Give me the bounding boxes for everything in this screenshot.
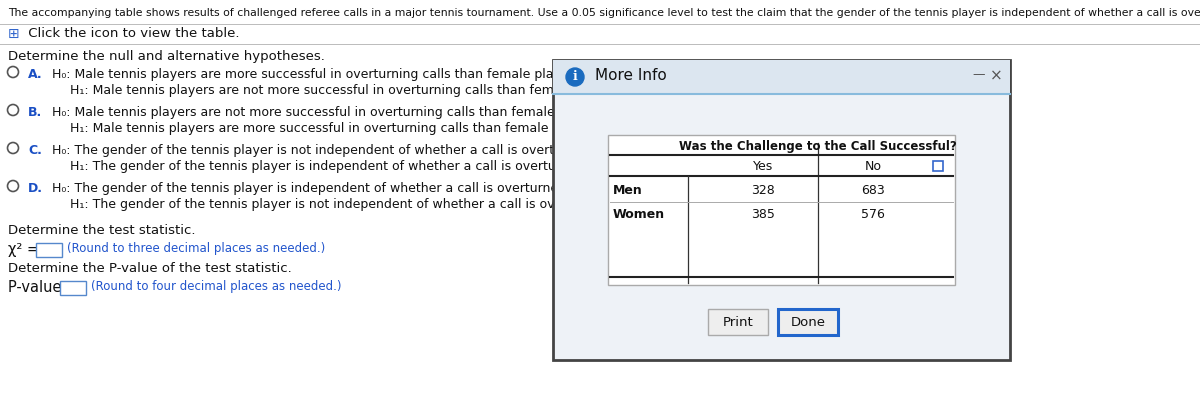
Text: No: No [864, 160, 882, 173]
Text: Yes: Yes [752, 160, 773, 173]
Text: H₁: Male tennis players are more successful in overturning calls than female pla: H₁: Male tennis players are more success… [70, 122, 602, 135]
Text: H₀: Male tennis players are more successful in overturning calls than female pla: H₀: Male tennis players are more success… [52, 68, 584, 81]
Text: 328: 328 [751, 184, 775, 197]
Text: Determine the P-value of the test statistic.: Determine the P-value of the test statis… [8, 262, 292, 275]
Text: H₁: The gender of the tennis player is independent of whether a call is overturn: H₁: The gender of the tennis player is i… [70, 160, 588, 173]
Bar [553, 60, 1010, 360]
Text: (Round to three decimal places as needed.): (Round to three decimal places as needed… [67, 242, 325, 255]
Circle shape [566, 68, 584, 86]
Bar [708, 309, 768, 335]
Text: Determine the test statistic.: Determine the test statistic. [8, 224, 196, 237]
Text: Click the icon to view the table.: Click the icon to view the table. [24, 27, 240, 40]
Text: H₀: Male tennis players are not more successful in overturning calls than female: H₀: Male tennis players are not more suc… [52, 106, 608, 119]
Bar [553, 60, 1010, 94]
Text: Print: Print [722, 315, 754, 328]
Text: C.: C. [28, 144, 42, 157]
Text: The accompanying table shows results of challenged referee calls in a major tenn: The accompanying table shows results of … [8, 8, 1200, 18]
Bar [934, 161, 943, 171]
Text: i: i [572, 70, 577, 83]
Text: Was the Challenge to the Call Successful?: Was the Challenge to the Call Successful… [679, 140, 956, 153]
Text: ×: × [990, 68, 1003, 83]
Text: Men: Men [613, 184, 643, 197]
Text: χ² =: χ² = [8, 242, 40, 257]
Bar [60, 281, 86, 295]
Text: H₁: Male tennis players are not more successful in overturning calls than female: H₁: Male tennis players are not more suc… [70, 84, 626, 97]
Text: Done: Done [791, 315, 826, 328]
Text: 683: 683 [862, 184, 884, 197]
Text: H₀: The gender of the tennis player is not independent of whether a call is over: H₀: The gender of the tennis player is n… [52, 144, 594, 157]
Bar [36, 243, 62, 257]
Text: More Info: More Info [595, 68, 667, 83]
Text: H₁: The gender of the tennis player is not independent of whether a call is over: H₁: The gender of the tennis player is n… [70, 198, 613, 211]
Text: Determine the null and alternative hypotheses.: Determine the null and alternative hypot… [8, 50, 325, 63]
Text: B.: B. [28, 106, 42, 119]
Text: A.: A. [28, 68, 43, 81]
Text: H₀: The gender of the tennis player is independent of whether a call is overturn: H₀: The gender of the tennis player is i… [52, 182, 570, 195]
Bar [608, 135, 955, 285]
Text: P-value =: P-value = [8, 280, 78, 295]
Text: 576: 576 [862, 208, 884, 221]
Text: (Round to four decimal places as needed.): (Round to four decimal places as needed.… [91, 280, 342, 293]
Text: D.: D. [28, 182, 43, 195]
Text: Women: Women [613, 208, 665, 221]
Text: 385: 385 [751, 208, 775, 221]
Text: —: — [972, 68, 984, 81]
Text: ⊞: ⊞ [8, 27, 19, 41]
Bar [778, 309, 838, 335]
